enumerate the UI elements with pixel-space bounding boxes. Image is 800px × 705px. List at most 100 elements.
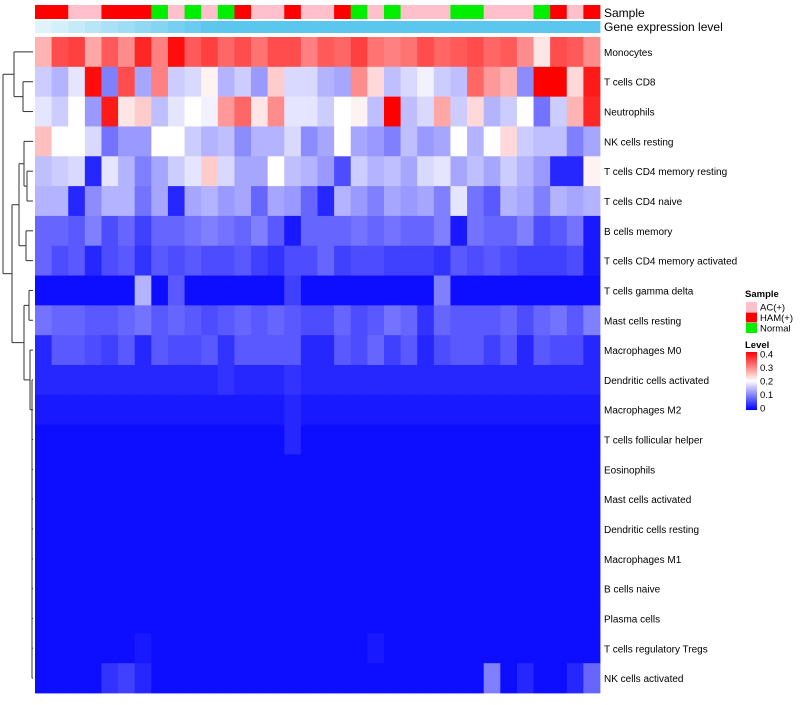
heatmap-cell <box>334 335 352 366</box>
expression-annotation-cell <box>118 21 136 33</box>
heatmap-cell <box>234 394 252 426</box>
heatmap-cell <box>51 37 69 68</box>
heatmap-cell <box>350 365 368 396</box>
heatmap-cell <box>500 454 518 485</box>
heatmap-cell <box>350 573 368 604</box>
heatmap-cell <box>284 96 302 127</box>
heatmap-cell <box>68 484 86 515</box>
heatmap-cell <box>234 663 252 694</box>
heatmap-cell <box>433 335 451 366</box>
heatmap-cell <box>433 37 451 68</box>
heatmap-cell <box>134 335 152 366</box>
heatmap-cell <box>350 305 368 336</box>
heatmap-cell <box>400 603 418 634</box>
heatmap-cell <box>300 394 318 426</box>
heatmap-cell <box>267 603 285 634</box>
expression-annotation-cell <box>350 21 368 33</box>
heatmap-cell <box>367 37 385 68</box>
heatmap-cell <box>566 215 584 247</box>
heatmap-cell <box>500 514 518 545</box>
heatmap-cell <box>516 66 534 98</box>
heatmap-cell <box>383 514 401 545</box>
heatmap-cell <box>167 543 185 575</box>
heatmap-cell <box>201 215 219 247</box>
heatmap-cell <box>467 156 485 187</box>
heatmap-cell <box>383 543 401 575</box>
heatmap-cell <box>300 66 318 98</box>
heatmap-cell <box>383 215 401 247</box>
heatmap-cell <box>300 37 318 68</box>
heatmap-cell <box>84 365 102 396</box>
heatmap-cell <box>467 394 485 426</box>
heatmap-cell <box>533 37 551 68</box>
heatmap-cell <box>317 514 335 545</box>
heatmap-cell <box>417 126 435 157</box>
heatmap-cell <box>217 663 235 694</box>
heatmap-cell <box>317 394 335 426</box>
heatmap-cell <box>68 215 86 247</box>
heatmap-cell <box>500 573 518 604</box>
heatmap-cell <box>167 424 185 455</box>
heatmap-cell <box>400 454 418 485</box>
heatmap-cell <box>500 663 518 694</box>
heatmap-cell <box>417 514 435 545</box>
heatmap-cell <box>251 215 269 247</box>
sample-legend-title: Sample <box>745 289 779 300</box>
heatmap-cell <box>151 663 169 694</box>
heatmap-cell <box>417 663 435 694</box>
heatmap-cell <box>300 454 318 485</box>
heatmap-cell <box>367 365 385 396</box>
heatmap-cell <box>400 484 418 515</box>
heatmap-cell <box>334 603 352 634</box>
heatmap-cell <box>184 424 202 455</box>
heatmap-cell <box>101 126 119 157</box>
sample-annotation-cell <box>550 5 568 19</box>
heatmap-cell <box>68 335 86 366</box>
level-tick-label: 0.1 <box>760 390 773 401</box>
heatmap-cell <box>400 424 418 455</box>
heatmap-cell <box>251 275 269 306</box>
expression-annotation-cell <box>201 21 219 33</box>
heatmap-cell <box>583 245 601 276</box>
heatmap-cell <box>516 543 534 575</box>
heatmap-cell <box>184 663 202 694</box>
heatmap-cell <box>367 126 385 157</box>
heatmap-cell <box>367 335 385 366</box>
heatmap-cell <box>51 335 69 366</box>
heatmap-cell <box>383 305 401 336</box>
heatmap-cell <box>550 275 568 306</box>
heatmap-cell <box>300 335 318 366</box>
row-label: B cells memory <box>604 227 672 238</box>
heatmap-cell <box>516 633 534 664</box>
heatmap-cell <box>467 424 485 455</box>
heatmap-cell <box>317 484 335 515</box>
heatmap-cell <box>118 186 136 217</box>
heatmap-cell <box>184 37 202 68</box>
expression-annotation-cell <box>317 21 335 33</box>
heatmap-cell <box>350 275 368 306</box>
heatmap-cell <box>35 335 53 366</box>
heatmap-cell <box>417 66 435 98</box>
heatmap-cell <box>550 454 568 485</box>
heatmap-cell <box>201 66 219 98</box>
heatmap-cell <box>483 186 501 217</box>
heatmap-cell <box>101 663 119 694</box>
row-label: Dendritic cells activated <box>604 376 709 387</box>
heatmap-cell <box>383 245 401 276</box>
heatmap-cell <box>467 66 485 98</box>
heatmap-cell <box>550 335 568 366</box>
expression-annotation-cell <box>101 21 119 33</box>
heatmap-cell <box>118 126 136 157</box>
sample-annotation-cell <box>101 5 119 19</box>
sample-legend-label: AC(+) <box>760 303 785 314</box>
heatmap-cell <box>383 365 401 396</box>
heatmap-cell <box>433 305 451 336</box>
heatmap-cell <box>483 365 501 396</box>
heatmap-cell <box>367 66 385 98</box>
heatmap-cell <box>35 186 53 217</box>
heatmap-cell <box>101 245 119 276</box>
heatmap-cell <box>334 543 352 575</box>
heatmap-cell <box>284 663 302 694</box>
heatmap-cell <box>417 96 435 127</box>
heatmap-cell <box>184 305 202 336</box>
